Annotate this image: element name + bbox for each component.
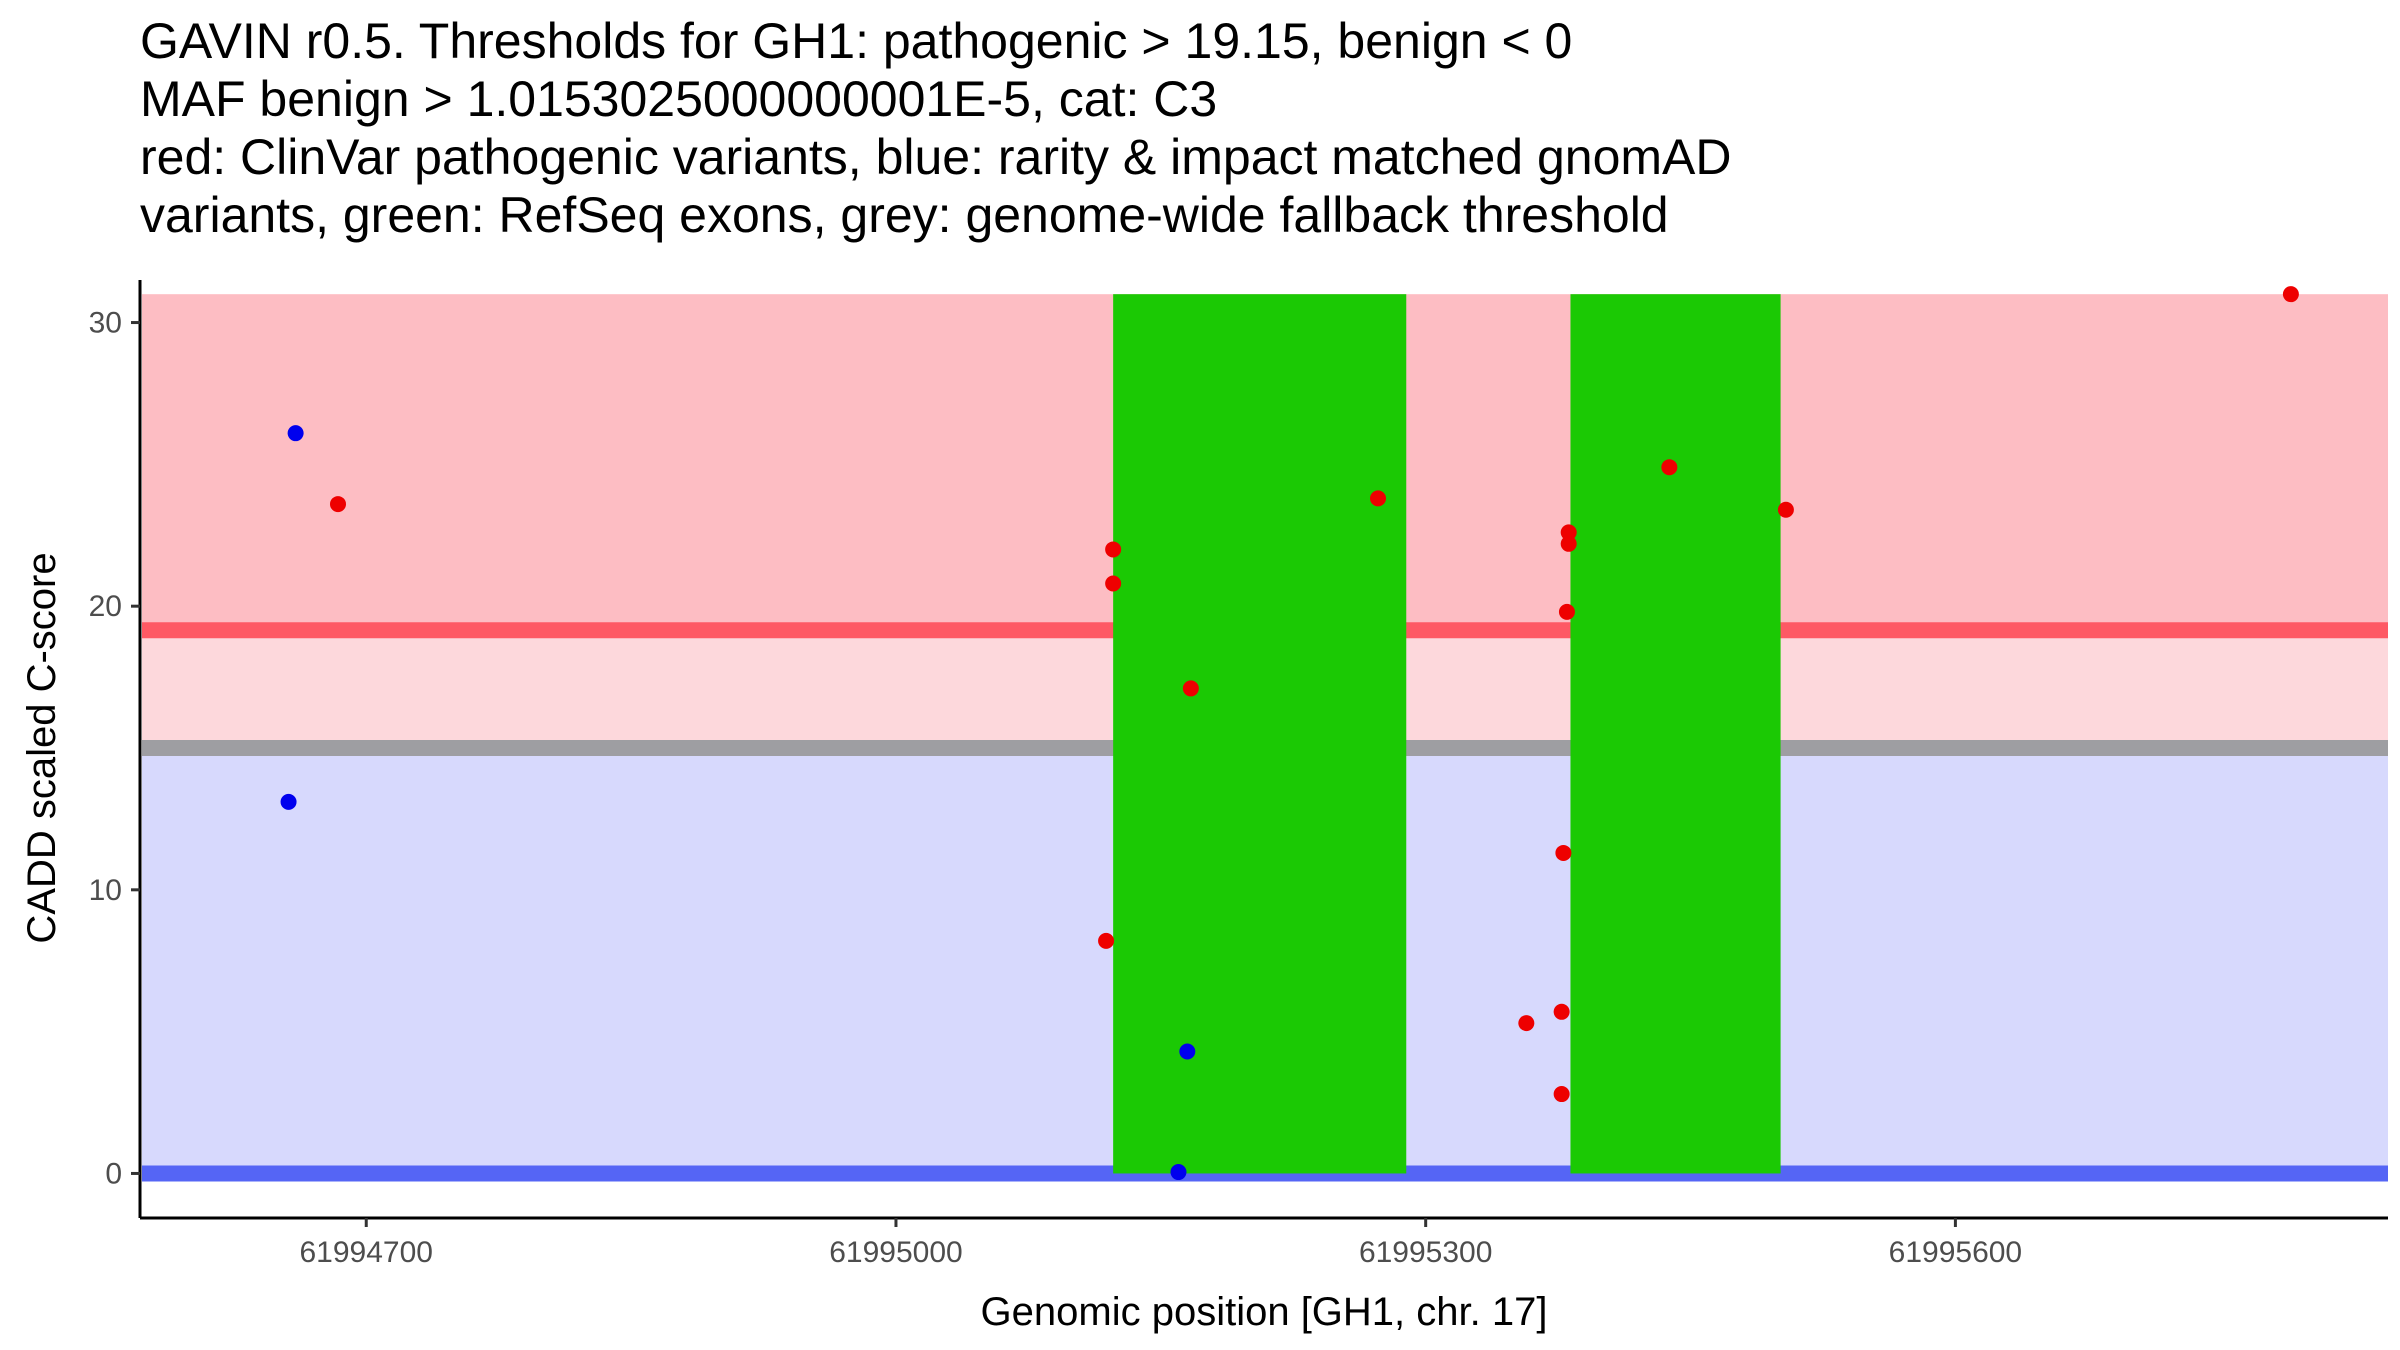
y-tick-label-20: 20: [89, 590, 122, 623]
y-tick-label-0: 0: [105, 1157, 122, 1190]
x-axis-title: Genomic position [GH1, chr. 17]: [981, 1290, 1548, 1334]
clinvar-point-2: [1098, 932, 1115, 949]
clinvar-point-1: [329, 496, 346, 513]
exon-bar-1: [1113, 294, 1407, 1174]
clinvar-point-12: [1560, 524, 1577, 541]
title-line-1: GAVIN r0.5. Thresholds for GH1: pathogen…: [140, 13, 1573, 69]
x-tick-label-61995600: 61995600: [1889, 1236, 2022, 1269]
gnomad-point-4: [1170, 1164, 1187, 1181]
chart-title: GAVIN r0.5. Thresholds for GH1: pathogen…: [140, 12, 2340, 244]
exon-bar-2: [1570, 294, 1781, 1174]
clinvar-point-6: [1370, 490, 1387, 507]
clinvar-point-13: [1560, 535, 1577, 552]
x-tick-label-61995000: 61995000: [829, 1236, 962, 1269]
title-line-4: variants, green: RefSeq exons, grey: gen…: [140, 187, 1669, 243]
gnomad-point-3: [1179, 1043, 1196, 1060]
title-line-3: red: ClinVar pathogenic variants, blue: …: [140, 129, 1732, 185]
clinvar-point-8: [1553, 1086, 1570, 1103]
x-tick-label-61994700: 61994700: [300, 1236, 433, 1269]
clinvar-point-15: [1777, 501, 1794, 518]
clinvar-point-11: [1558, 603, 1575, 620]
plot-panel: [142, 286, 2388, 1182]
x-axis-ticks: 61994700 61995000 61995300 61995600: [300, 1218, 2022, 1269]
clinvar-point-4: [1105, 575, 1122, 592]
y-tick-label-10: 10: [89, 874, 122, 907]
clinvar-point-16: [2282, 286, 2299, 303]
clinvar-point-3: [1105, 541, 1122, 558]
x-tick-label-61995300: 61995300: [1359, 1236, 1492, 1269]
axes: [138, 280, 2388, 1220]
y-axis-ticks: 0 10 20 30: [89, 307, 140, 1190]
y-axis-title: CADD scaled C-score: [20, 552, 64, 943]
clinvar-point-10: [1555, 844, 1572, 861]
gnomad-point-1: [287, 425, 304, 442]
clinvar-point-7: [1518, 1015, 1535, 1032]
title-line-2: MAF benign > 1.0153025000000001E-5, cat:…: [140, 71, 1218, 127]
gnomad-point-2: [280, 793, 297, 810]
y-tick-label-30: 30: [89, 307, 122, 340]
clinvar-point-9: [1553, 1003, 1570, 1020]
clinvar-point-5: [1182, 680, 1199, 697]
clinvar-point-14: [1661, 459, 1678, 476]
